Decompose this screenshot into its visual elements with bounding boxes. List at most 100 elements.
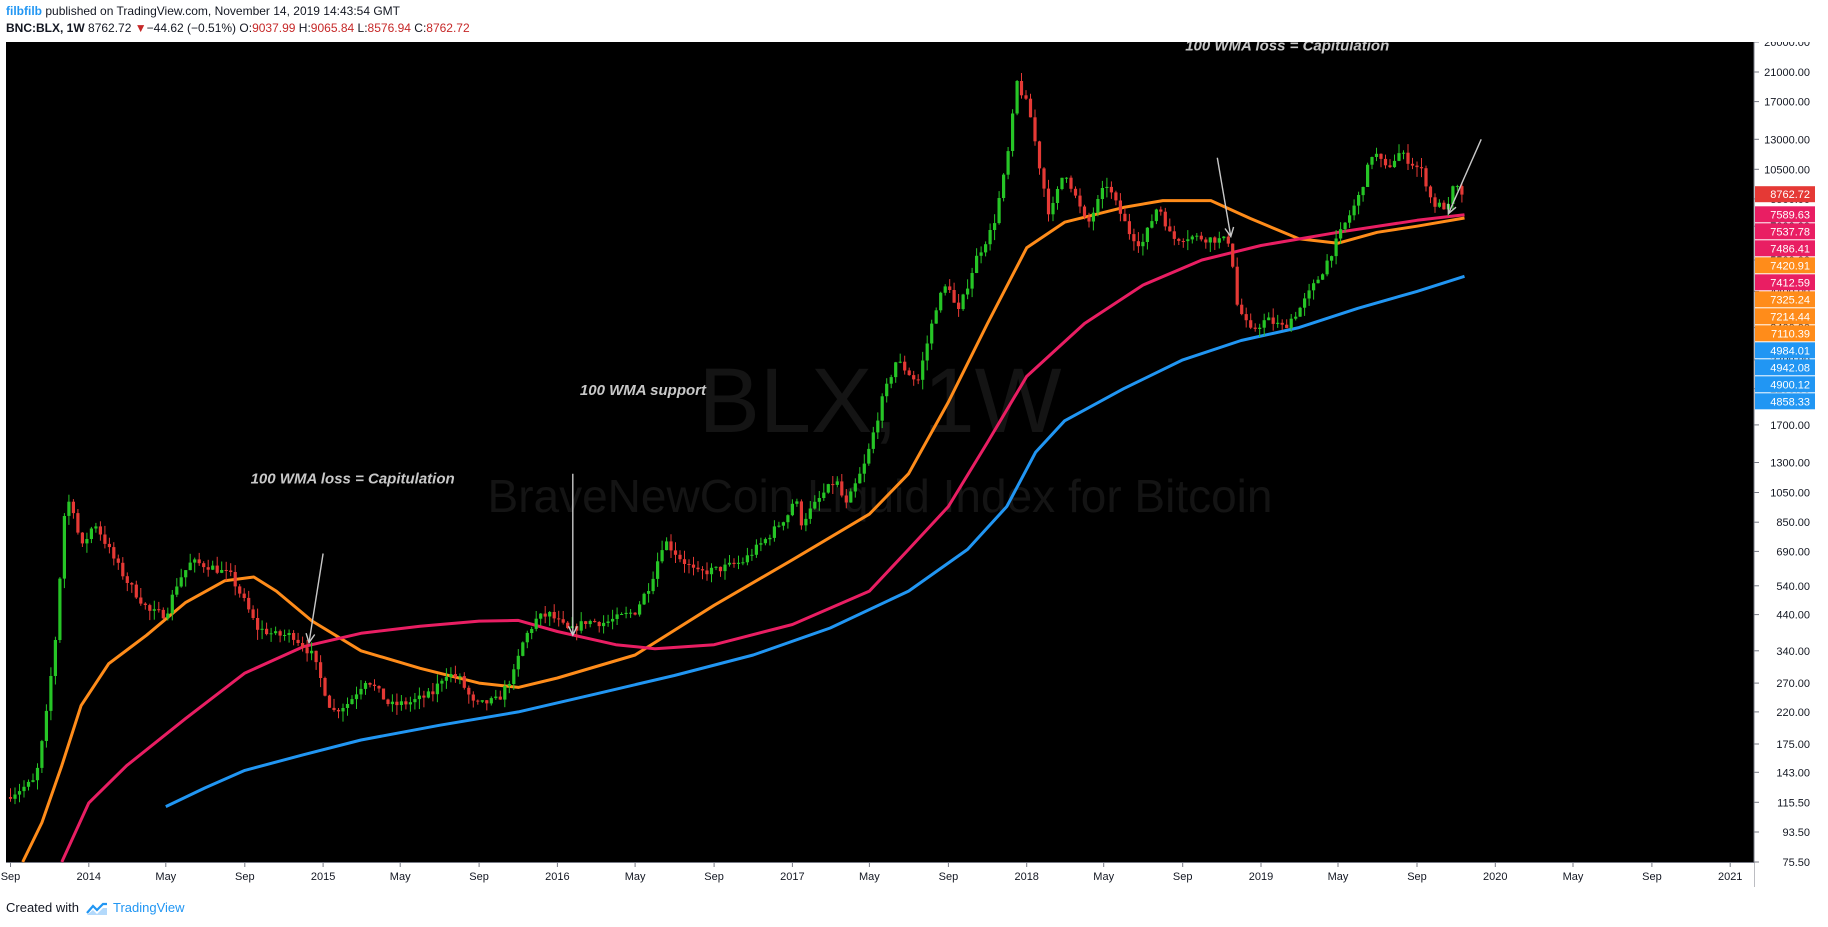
candle-body xyxy=(1127,221,1131,235)
candle-body xyxy=(781,522,785,526)
candle-body xyxy=(26,781,31,787)
candle-body xyxy=(1357,195,1361,206)
created-with-text: Created with xyxy=(6,900,79,915)
time-tick-label: May xyxy=(1093,871,1114,883)
candle-body xyxy=(399,701,403,705)
candle-body xyxy=(700,569,705,571)
candle-body xyxy=(1046,188,1051,215)
close-value: 8762.72 xyxy=(426,21,470,35)
candle-body xyxy=(296,639,300,643)
candle-body xyxy=(1325,260,1329,275)
candle-body xyxy=(799,501,803,526)
author-link[interactable]: filbfilb xyxy=(6,4,42,18)
candle-body xyxy=(143,603,147,605)
time-tick-label: Sep xyxy=(235,871,255,883)
candle-body xyxy=(871,432,875,449)
candle-body xyxy=(772,526,776,538)
candle-body xyxy=(8,797,13,799)
price-label-badge xyxy=(1755,186,1815,203)
price-tick-label: 1050.00 xyxy=(1770,488,1810,500)
price-tick-label: 93.50 xyxy=(1782,827,1810,839)
candle-body xyxy=(1433,197,1437,207)
candle-body xyxy=(462,676,466,688)
candle-body xyxy=(188,562,192,571)
price-chart[interactable]: BLX, 1W BraveNewCoin Liquid Index for Bi… xyxy=(0,7,1828,889)
candle-body xyxy=(638,604,642,615)
candle-body xyxy=(413,699,417,703)
candle-body xyxy=(503,686,507,700)
candle-body xyxy=(71,501,75,514)
candle-body xyxy=(1011,113,1015,151)
candle-body xyxy=(1280,322,1284,325)
candle-body xyxy=(849,491,853,503)
time-tick-label: 2015 xyxy=(311,871,335,883)
change-down-icon: ▼ xyxy=(134,21,147,35)
candle-body xyxy=(867,448,871,464)
price-tick-label: 17000.00 xyxy=(1764,97,1810,109)
candle-body xyxy=(269,633,273,635)
candle-body xyxy=(184,570,188,578)
candle-body xyxy=(1258,327,1262,329)
price-tick-label: 220.00 xyxy=(1776,707,1810,719)
candle-body xyxy=(22,786,26,792)
chart-area[interactable]: BLX, 1W BraveNewCoin Liquid Index for Bi… xyxy=(0,7,1828,889)
price-label-badge xyxy=(1755,291,1815,308)
low-value: 8576.94 xyxy=(367,21,411,35)
candle-body xyxy=(386,699,390,704)
candle-body xyxy=(1082,206,1087,217)
price-label-text: 7110.39 xyxy=(1771,328,1810,340)
candle-body xyxy=(1177,238,1181,241)
candle-body xyxy=(197,559,201,564)
candle-body xyxy=(1123,213,1127,222)
candle-body xyxy=(323,678,327,696)
candle-body xyxy=(1172,231,1176,239)
candle-body xyxy=(1370,157,1374,165)
candle-body xyxy=(274,631,278,634)
candle-body xyxy=(984,244,988,253)
candle-body xyxy=(642,593,646,605)
candle-body xyxy=(1437,202,1441,207)
candle-body xyxy=(1055,189,1060,203)
price-label-text: 7325.24 xyxy=(1770,294,1810,306)
tradingview-logo-icon xyxy=(85,902,107,915)
candle-body xyxy=(934,310,938,324)
price-tick-label: 21000.00 xyxy=(1764,67,1810,79)
candle-body xyxy=(1383,158,1388,166)
candle-body xyxy=(1033,117,1037,142)
annotation-arrowhead-icon xyxy=(305,632,316,645)
price-labels: 8762.72 7589.63 7537.78 7486.41 7420.91 7412.… xyxy=(1755,186,1815,410)
price-tick-label: 270.00 xyxy=(1776,678,1810,690)
time-scale[interactable]: Sep 2014 May Sep 2015 May Sep 2016 May Sep 2017 May… xyxy=(1,862,1743,883)
time-tick-label: 2016 xyxy=(545,871,569,883)
candle-body xyxy=(89,528,93,539)
candle-body xyxy=(561,619,565,623)
candle-body xyxy=(193,559,197,563)
candle-body xyxy=(620,614,624,615)
candle-body xyxy=(584,621,588,624)
candle-body xyxy=(242,593,246,598)
candle-body xyxy=(121,562,125,577)
candle-body xyxy=(31,780,35,782)
candle-body xyxy=(134,584,138,598)
price-tick-label: 1300.00 xyxy=(1770,458,1810,470)
candle-body xyxy=(993,223,997,230)
price-tick-label: 540.00 xyxy=(1776,581,1810,593)
candle-body xyxy=(682,559,687,564)
candle-body xyxy=(13,794,17,799)
candle-body xyxy=(301,643,305,648)
candle-body xyxy=(1334,238,1338,257)
candle-body xyxy=(876,420,880,433)
candle-body xyxy=(431,691,435,695)
tradingview-link[interactable]: TradingView xyxy=(113,900,185,915)
candle-body xyxy=(669,541,673,551)
candle-body xyxy=(921,360,925,380)
candle-body xyxy=(961,294,965,310)
candle-body xyxy=(1163,211,1167,227)
candle-body xyxy=(898,361,902,363)
close-label: C: xyxy=(414,21,427,35)
candle-body xyxy=(1285,324,1289,329)
candle-body xyxy=(1096,199,1100,213)
candle-body xyxy=(283,635,287,636)
candle-body xyxy=(579,621,583,631)
candle-body xyxy=(372,684,377,686)
